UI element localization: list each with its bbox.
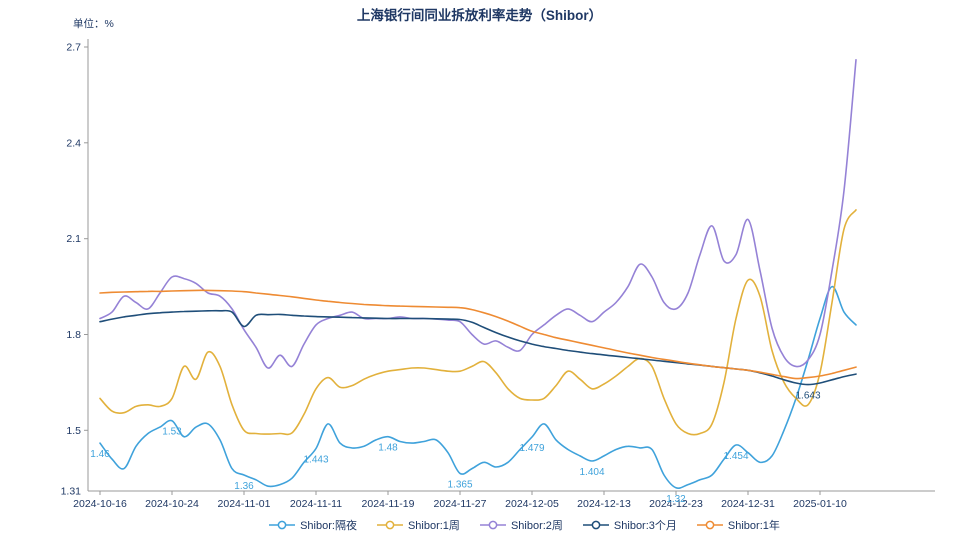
series-line-1 bbox=[99, 209, 857, 436]
legend-line-marker-icon bbox=[582, 520, 609, 530]
legend-item-4[interactable]: Shibor:1年 bbox=[696, 517, 780, 533]
legend-item-1[interactable]: Shibor:1周 bbox=[376, 517, 460, 533]
series-line-3 bbox=[99, 309, 857, 386]
series-line-2 bbox=[99, 59, 857, 369]
x-tick-label: 2024-12-05 bbox=[505, 498, 559, 510]
x-tick-label: 2024-11-01 bbox=[218, 498, 271, 510]
y-tick-label: 2.1 bbox=[66, 233, 81, 245]
data-label: 1.53 bbox=[162, 427, 182, 438]
y-tick-label: 1.5 bbox=[66, 425, 81, 437]
y-tick-label: 2.4 bbox=[66, 137, 81, 149]
data-label: 1.479 bbox=[519, 443, 544, 454]
legend-line-marker-icon bbox=[696, 520, 723, 530]
data-label: 1.32 bbox=[666, 494, 686, 505]
legend-label: Shibor:2周 bbox=[510, 520, 563, 532]
chart-title: 上海银行间同业拆放利率走势（Shibor） bbox=[356, 8, 603, 23]
data-label: 1.454 bbox=[723, 451, 748, 462]
data-label: 1.443 bbox=[303, 455, 328, 466]
legend-line-marker-icon bbox=[269, 520, 296, 530]
legend-label: Shibor:1周 bbox=[407, 520, 460, 532]
legend-line-marker-icon bbox=[479, 520, 506, 530]
data-label: 1.643 bbox=[795, 391, 820, 402]
x-tick-label: 2024-11-19 bbox=[362, 498, 415, 510]
unit-label: 单位：% bbox=[73, 18, 114, 30]
data-label: 1.36 bbox=[234, 481, 254, 492]
x-tick-label: 2024-10-16 bbox=[73, 498, 127, 510]
x-tick-label: 2025-01-10 bbox=[793, 498, 847, 510]
series-line-4 bbox=[99, 289, 857, 380]
x-tick-label: 2024-12-31 bbox=[721, 498, 775, 510]
data-label: 1.48 bbox=[378, 443, 398, 454]
legend-item-2[interactable]: Shibor:2周 bbox=[479, 517, 563, 533]
y-tick-label: 1.8 bbox=[66, 329, 81, 341]
x-tick-label: 2024-11-27 bbox=[434, 498, 487, 510]
x-tick-label: 2024-12-13 bbox=[577, 498, 631, 510]
data-label: 1.365 bbox=[447, 479, 472, 490]
legend-label: Shibor:3个月 bbox=[613, 520, 677, 532]
legend-item-0[interactable]: Shibor:隔夜 bbox=[269, 517, 357, 533]
y-tick-label: 2.7 bbox=[66, 42, 81, 54]
x-tick-label: 2024-10-24 bbox=[145, 498, 199, 510]
x-tick-label: 2024-11-11 bbox=[290, 498, 342, 510]
series-line-0 bbox=[99, 285, 857, 489]
y-min-label: 1.31 bbox=[61, 486, 82, 498]
x-tick-label: 2024-12-23 bbox=[649, 498, 703, 510]
legend-label: Shibor:1年 bbox=[727, 520, 780, 532]
legend-item-3[interactable]: Shibor:3个月 bbox=[582, 517, 677, 533]
data-label: 1.404 bbox=[579, 467, 604, 478]
chart-legend: Shibor:隔夜 Shibor:1周 Shibor:2周 Shibor:3个月 Shi… bbox=[90, 517, 959, 533]
legend-line-marker-icon bbox=[376, 520, 403, 530]
legend-label: Shibor:隔夜 bbox=[300, 520, 357, 532]
data-label: 1.46 bbox=[90, 449, 110, 460]
